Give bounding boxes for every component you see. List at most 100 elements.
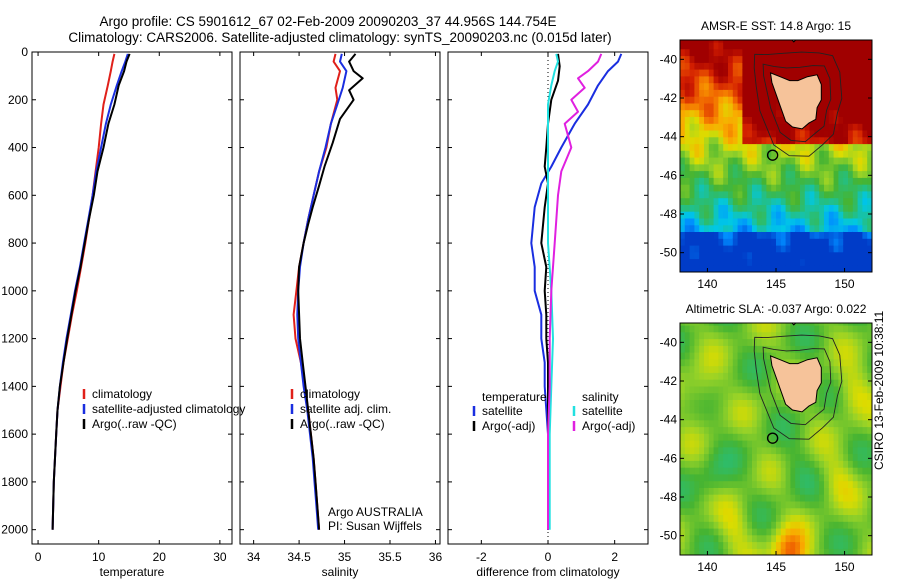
- heatmap-cell: [732, 385, 739, 394]
- heatmap-cell: [838, 48, 844, 57]
- heatmap-cell: [819, 157, 825, 165]
- heatmap-cell: [819, 392, 825, 400]
- heatmap-cell: [795, 345, 801, 353]
- heatmap-cell: [862, 143, 868, 151]
- heatmap-cell: [680, 365, 686, 373]
- heatmap-cell: [771, 514, 777, 522]
- heatmap-cell: [833, 204, 839, 212]
- heatmap-cell: [699, 500, 705, 509]
- heatmap-cell: [804, 251, 811, 260]
- heatmap-cell: [780, 197, 787, 205]
- heatmap-cell: [843, 265, 849, 272]
- heatmap-cell: [742, 69, 748, 77]
- heatmap-cell: [809, 224, 815, 232]
- heatmap-cell: [843, 507, 849, 515]
- heatmap-cell: [766, 136, 772, 145]
- heatmap-cell: [780, 467, 787, 475]
- heatmap-cell: [828, 534, 835, 543]
- heatmap-cell: [728, 102, 734, 111]
- heatmap-cell: [843, 385, 849, 394]
- series-line: [51, 53, 129, 530]
- heatmap-cell: [689, 460, 695, 468]
- heatmap-cell: [776, 69, 782, 77]
- heatmap-cell: [780, 116, 787, 124]
- heatmap-cell: [785, 324, 791, 333]
- heatmap-cell: [680, 258, 686, 266]
- heatmap-cell: [862, 379, 868, 387]
- heatmap-cell: [766, 82, 772, 90]
- heatmap-cell: [833, 150, 839, 158]
- heatmap-cell: [795, 265, 801, 272]
- heatmap-cell: [800, 323, 806, 326]
- heatmap-cell: [862, 238, 868, 246]
- heatmap-cell: [684, 116, 691, 124]
- heatmap-cell: [732, 453, 739, 461]
- heatmap-cell: [723, 323, 729, 326]
- heatmap-cell: [704, 338, 710, 346]
- heatmap-cell: [828, 541, 835, 549]
- heatmap-cell: [742, 238, 748, 246]
- heatmap-cell: [728, 331, 734, 340]
- heatmap-cell: [704, 419, 710, 428]
- heatmap-cell: [761, 123, 767, 131]
- heatmap-cell: [766, 116, 772, 124]
- heatmap-cell: [848, 352, 854, 360]
- heatmap-cell: [852, 460, 859, 468]
- heatmap-cell: [718, 62, 724, 70]
- heatmap-cell: [833, 358, 839, 367]
- heatmap-cell: [689, 157, 695, 165]
- heatmap-cell: [833, 184, 839, 192]
- heatmap-cell: [809, 197, 815, 205]
- heatmap-cell: [756, 224, 763, 232]
- heatmap-cell: [838, 231, 844, 239]
- heatmap-cell: [689, 211, 695, 219]
- depth-tick-label: 1000: [1, 284, 28, 298]
- heatmap-cell: [867, 331, 872, 340]
- heatmap-cell: [843, 251, 849, 260]
- heatmap-cell: [699, 494, 705, 502]
- heatmap-cell: [723, 211, 729, 219]
- heatmap-cell: [699, 460, 705, 468]
- heatmap-cell: [838, 521, 844, 529]
- heatmap-cell: [694, 331, 700, 340]
- depth-tick-label: 800: [8, 236, 28, 250]
- heatmap-cell: [684, 244, 691, 253]
- heatmap-cell: [780, 487, 787, 495]
- heatmap-cell: [785, 521, 791, 529]
- heatmap-cell: [776, 412, 782, 421]
- heatmap-cell: [852, 323, 859, 326]
- heatmap-cell: [776, 399, 782, 407]
- heatmap-cell: [862, 170, 868, 178]
- heatmap-cell: [872, 218, 877, 225]
- heatmap-cell: [795, 231, 801, 239]
- heatmap-cell: [713, 467, 719, 475]
- heatmap-cell: [814, 231, 820, 239]
- heatmap-cell: [804, 41, 811, 50]
- heatmap-cell: [737, 467, 743, 475]
- heatmap-cell: [862, 331, 868, 340]
- heatmap-cell: [680, 238, 686, 246]
- heatmap-cell: [747, 217, 753, 226]
- heatmap-cell: [848, 258, 854, 266]
- heatmap-cell: [771, 197, 777, 205]
- heatmap-cell: [737, 143, 743, 151]
- heatmap-cell: [684, 96, 691, 104]
- heatmap-cell: [838, 480, 844, 488]
- heatmap-cell: [718, 440, 724, 448]
- heatmap-cell: [761, 433, 767, 441]
- heatmap-cell: [732, 184, 739, 192]
- heatmap-cell: [747, 41, 753, 50]
- heatmap-cell: [862, 446, 868, 455]
- heatmap-cell: [843, 163, 849, 172]
- heatmap-cell: [761, 446, 767, 455]
- heatmap-cell: [680, 157, 686, 165]
- heatmap-cell: [732, 352, 739, 360]
- heatmap-cell: [742, 258, 748, 266]
- heatmap-cell: [747, 123, 753, 131]
- heatmap-cell: [689, 41, 695, 50]
- heatmap-cell: [752, 480, 758, 488]
- heatmap-cell: [776, 55, 782, 63]
- heatmap-cell: [732, 527, 739, 536]
- heatmap-cell: [872, 238, 877, 245]
- heatmap-cell: [756, 96, 763, 104]
